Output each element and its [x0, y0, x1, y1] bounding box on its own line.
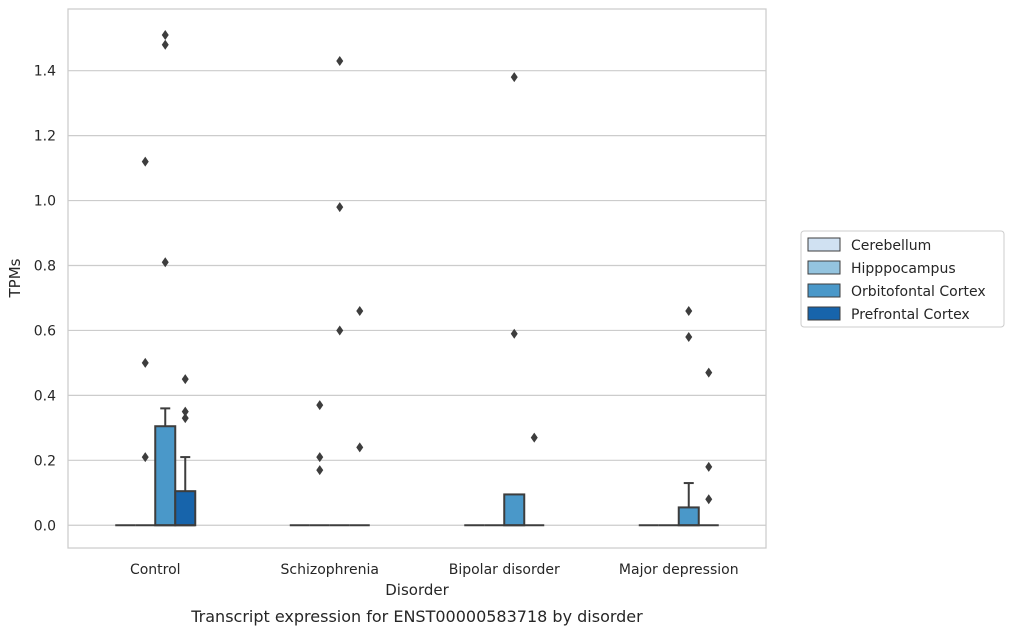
- outlier-point: [705, 367, 713, 378]
- box-group: [349, 305, 370, 527]
- outlier-point: [141, 156, 149, 167]
- y-tick-label: 0.4: [34, 388, 56, 404]
- outlier-point: [161, 257, 169, 268]
- legend-label: Prefrontal Cortex: [851, 307, 970, 323]
- boxes: [115, 29, 719, 527]
- legend-frame: [800, 230, 1005, 328]
- outlier-point: [685, 305, 693, 316]
- box-group: [154, 29, 177, 527]
- outlier-point: [336, 325, 344, 336]
- box-group: [329, 55, 350, 527]
- legend-item: Orbitofontal Cortex: [807, 283, 986, 300]
- outlier-point: [161, 29, 169, 40]
- outlier-point: [181, 406, 189, 417]
- outlier-point: [316, 465, 324, 476]
- x-tick-label: Bipolar disorder: [449, 562, 560, 578]
- legend-label: Orbitofontal Cortex: [851, 284, 986, 300]
- x-tick-label: Major depression: [619, 562, 739, 578]
- figure-caption: Transcript expression for ENST0000058371…: [190, 607, 643, 626]
- box-group: [698, 367, 719, 527]
- x-axis-label: Disorder: [385, 581, 449, 599]
- y-tick-label: 1.4: [34, 64, 56, 80]
- y-tick-label: 0.0: [34, 518, 56, 534]
- outlier-point: [510, 72, 518, 83]
- outlier-point: [141, 452, 149, 463]
- box: [503, 493, 526, 527]
- outlier-point: [181, 374, 189, 385]
- outlier-point: [510, 328, 518, 339]
- y-tick-labels: 0.0 0.2 0.4 0.6 0.8 1.0 1.2 1.4: [34, 64, 56, 535]
- box-group: [135, 156, 156, 527]
- x-tick-labels: Control Schizophrenia Bipolar disorder Majo…: [130, 562, 739, 578]
- y-tick-label: 0.8: [34, 259, 56, 275]
- x-tick-label: Schizophrenia: [281, 562, 379, 578]
- outlier-point: [336, 55, 344, 66]
- plot-area-frame: [67, 8, 767, 549]
- box-group: [524, 432, 545, 527]
- legend-label: Hipppocampus: [851, 261, 956, 277]
- box: [677, 506, 700, 527]
- outlier-point: [685, 331, 693, 342]
- legend-swatch: [807, 306, 841, 321]
- box-group: [677, 305, 700, 527]
- legend-item: Cerebellum: [807, 237, 931, 254]
- y-tick-label: 1.0: [34, 194, 56, 210]
- box-group: [174, 374, 197, 527]
- outlier-point: [705, 494, 713, 505]
- legend-swatch: [807, 283, 841, 298]
- legend-label: Cerebellum: [851, 238, 931, 254]
- x-tick-label: Control: [130, 562, 181, 578]
- legend-swatch: [807, 260, 841, 275]
- legend-item: Prefrontal Cortex: [807, 306, 970, 323]
- box-group: [503, 72, 526, 527]
- outlier-point: [316, 452, 324, 463]
- outlier-point: [181, 413, 189, 424]
- y-axis-label: TPMs: [6, 258, 24, 298]
- y-tick-label: 0.2: [34, 453, 56, 469]
- legend-item: Hipppocampus: [807, 260, 956, 277]
- outlier-point: [316, 400, 324, 411]
- outlier-point: [161, 39, 169, 50]
- outlier-point: [705, 461, 713, 472]
- outlier-point: [336, 202, 344, 213]
- legend-swatch: [807, 237, 841, 252]
- y-tick-label: 0.6: [34, 323, 56, 339]
- box: [174, 490, 197, 527]
- outlier-point: [356, 442, 364, 453]
- outlier-point: [530, 432, 538, 443]
- box-group: [309, 400, 330, 527]
- outlier-point: [141, 357, 149, 368]
- y-tick-label: 1.2: [34, 129, 56, 145]
- box: [154, 425, 177, 527]
- legend: Cerebellum Hipppocampus Orbitofontal Corte…: [800, 230, 1005, 328]
- outlier-point: [356, 305, 364, 316]
